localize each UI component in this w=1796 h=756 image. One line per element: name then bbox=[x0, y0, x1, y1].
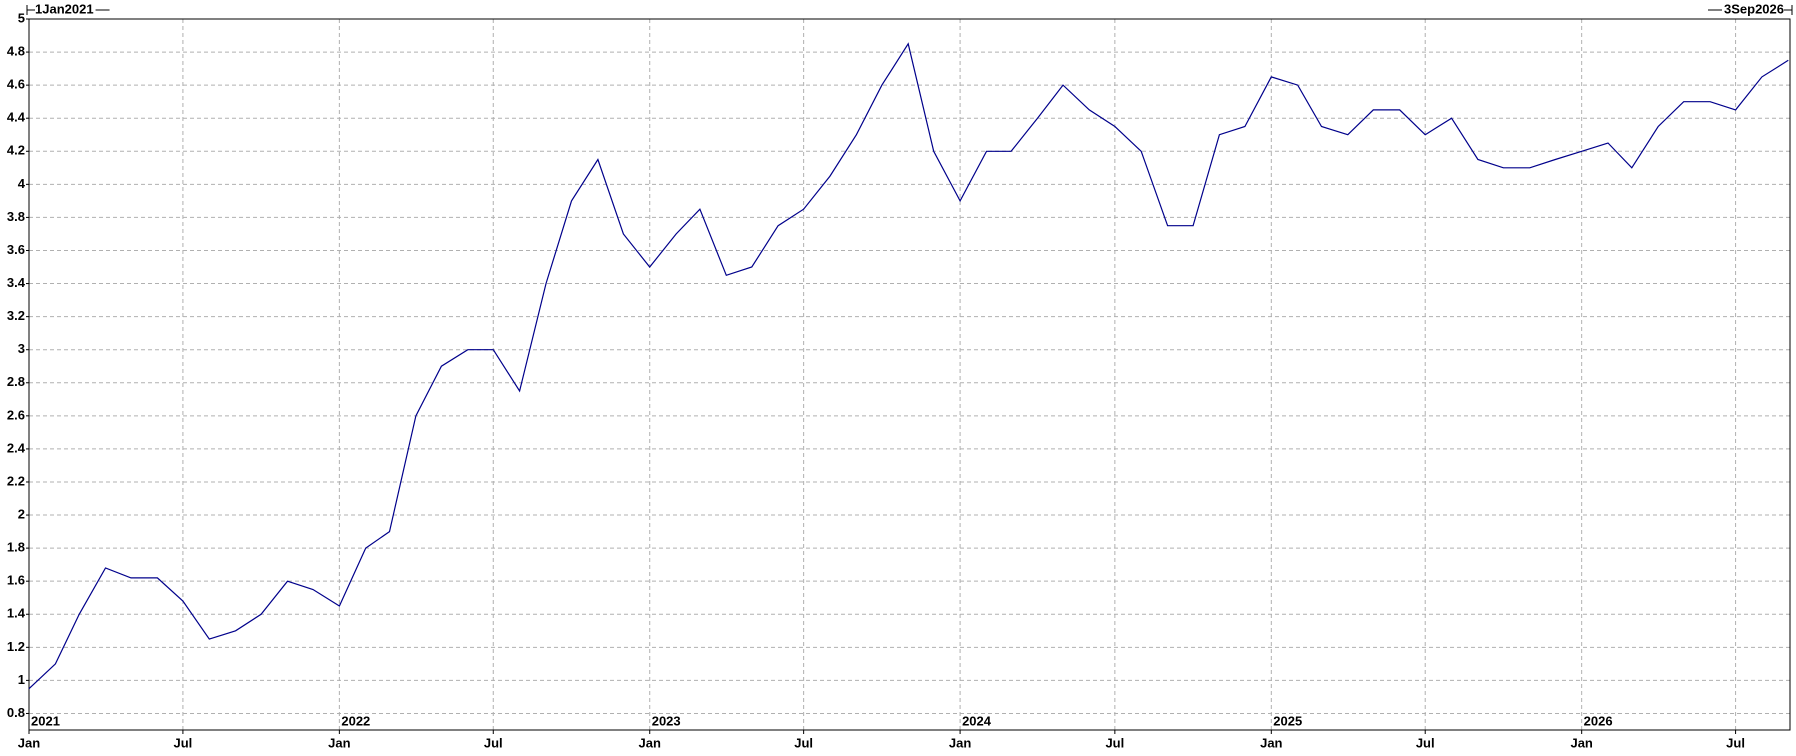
data-line bbox=[28, 42, 1789, 690]
y-tick-label: 3 bbox=[18, 341, 25, 356]
plot-frame bbox=[28, 18, 1791, 731]
y-tick-label: 1.8 bbox=[7, 540, 25, 555]
y-tick-label: 4 bbox=[18, 176, 26, 191]
y-tick-label: 2.6 bbox=[7, 407, 25, 422]
y-tick-label: 2.8 bbox=[7, 374, 25, 389]
y-tick-label: 1.4 bbox=[7, 606, 26, 621]
y-tick-label: 4.4 bbox=[7, 110, 26, 125]
y-tick-label: 4.8 bbox=[7, 44, 25, 59]
y-tick-label: 3.4 bbox=[7, 275, 26, 290]
x-tick-label: Jul bbox=[484, 735, 503, 750]
y-tick-label: 4.2 bbox=[7, 143, 25, 158]
x-tick-label: Jul bbox=[1416, 735, 1435, 750]
y-tick-label: 0.8 bbox=[7, 705, 25, 720]
x-tick-label: Jan bbox=[1570, 735, 1592, 750]
year-label: 2025 bbox=[1273, 713, 1302, 728]
x-tick-label: Jul bbox=[1726, 735, 1745, 750]
y-tick-label: 3.8 bbox=[7, 209, 25, 224]
year-label: 2023 bbox=[652, 713, 681, 728]
y-tick-label: 2.4 bbox=[7, 440, 26, 455]
year-label: 2026 bbox=[1584, 713, 1613, 728]
range-end-label: 3Sep2026 bbox=[1724, 1, 1784, 16]
y-tick-label: 2 bbox=[18, 506, 25, 521]
year-label: 2022 bbox=[341, 713, 370, 728]
range-start-label: 1Jan2021 bbox=[35, 1, 94, 16]
year-label: 2021 bbox=[31, 713, 60, 728]
y-tick-label: 3.6 bbox=[7, 242, 25, 257]
year-label: 2024 bbox=[962, 713, 992, 728]
x-tick-label: Jan bbox=[639, 735, 661, 750]
x-tick-label: Jan bbox=[949, 735, 971, 750]
y-tick-label: 4.6 bbox=[7, 77, 25, 92]
x-tick-label: Jul bbox=[794, 735, 813, 750]
y-tick-label: 1.6 bbox=[7, 573, 25, 588]
x-tick-label: Jul bbox=[174, 735, 193, 750]
y-tick-label: 3.2 bbox=[7, 308, 25, 323]
x-tick-label: Jan bbox=[18, 735, 40, 750]
y-tick-label: 1 bbox=[18, 672, 25, 687]
x-tick-label: Jan bbox=[328, 735, 350, 750]
y-tick-label: 5 bbox=[18, 10, 25, 25]
y-tick-label: 2.2 bbox=[7, 473, 25, 488]
x-tick-label: Jan bbox=[1260, 735, 1282, 750]
x-tick-label: Jul bbox=[1105, 735, 1124, 750]
y-tick-label: 1.2 bbox=[7, 639, 25, 654]
